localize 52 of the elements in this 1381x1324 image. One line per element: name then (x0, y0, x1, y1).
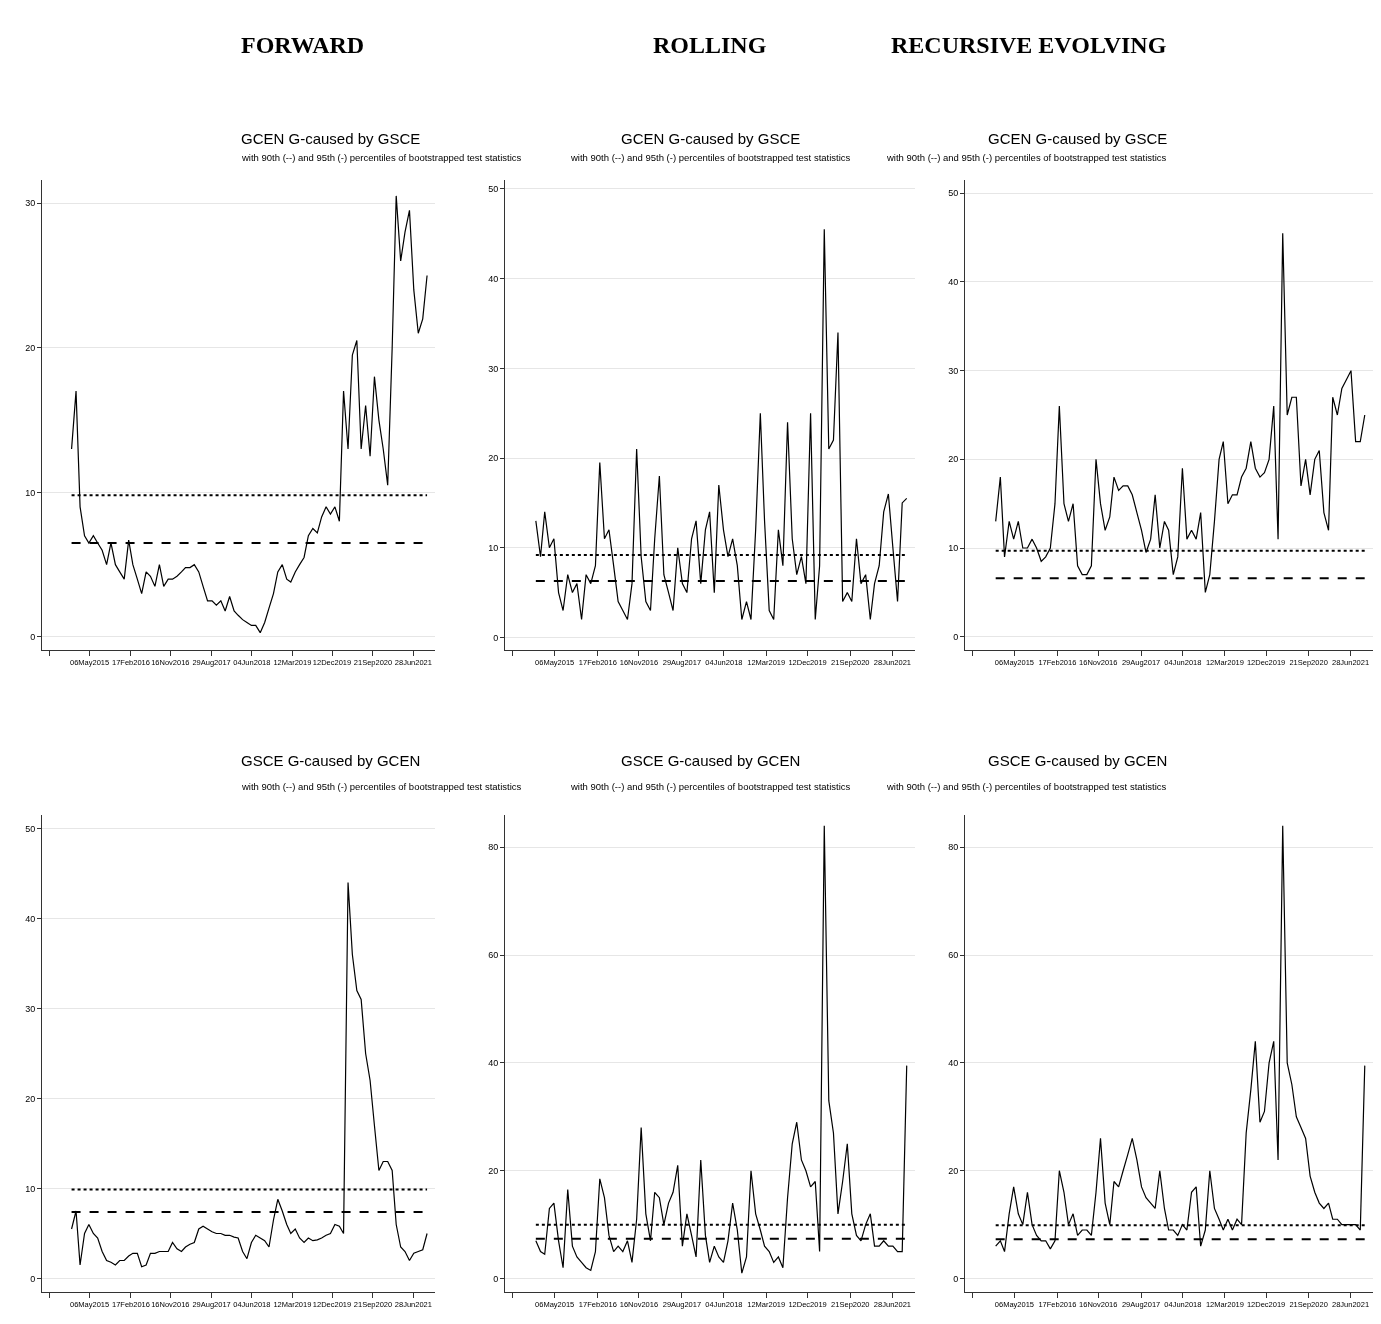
y-tick-label: 30 (25, 198, 36, 209)
y-tick-label: 40 (25, 913, 36, 924)
chart-title: GSCE G-caused by GCEN (988, 752, 1168, 769)
line-series (70, 881, 428, 1268)
y-tick-label: 0 (30, 1273, 36, 1284)
y-tick-label: 40 (948, 1058, 959, 1069)
line-series (535, 228, 908, 621)
y-tick-label: 50 (948, 188, 959, 199)
chart-subtitle: with 90th (--) and 95th (-) percentiles of bootstrapped test statistics (886, 152, 1167, 163)
y-tick-label: 30 (25, 1003, 36, 1014)
text: RECURSIVE EVOLVING (891, 32, 1167, 58)
y-tick-label: 10 (25, 487, 36, 498)
chart-title: GCEN G-caused by GSCE (988, 130, 1168, 147)
text: FORWARD (241, 32, 365, 58)
line-series (995, 825, 1366, 1253)
y-tick-label: 10 (948, 543, 959, 554)
y-tick-label: 80 (948, 842, 959, 853)
line-series (995, 232, 1366, 593)
y-tick-label: 20 (488, 1165, 499, 1176)
y-tick-label: 0 (493, 1273, 499, 1284)
text: ROLLING (653, 32, 767, 58)
chart-title: GSCE G-caused by GCEN (621, 752, 801, 769)
y-tick-label: 60 (948, 950, 959, 961)
y-tick-label: 20 (948, 454, 959, 465)
y-tick-label: 30 (488, 363, 499, 374)
chart-subtitle: with 90th (--) and 95th (-) percentiles of bootstrapped test statistics (241, 781, 522, 792)
y-tick-label: 40 (948, 277, 959, 288)
chart-title: GCEN G-caused by GSCE (621, 130, 801, 147)
y-tick-label: 40 (488, 273, 499, 284)
y-tick-label: 80 (488, 842, 499, 853)
y-tick-label: 0 (493, 632, 499, 643)
chart-subtitle: with 90th (--) and 95th (-) percentiles of bootstrapped test statistics (241, 152, 522, 163)
chart-subtitle: with 90th (--) and 95th (-) percentiles of bootstrapped test statistics (570, 152, 851, 163)
y-tick-label: 20 (488, 453, 499, 464)
y-tick-label: 0 (953, 631, 959, 642)
y-tick-label: 0 (953, 1273, 959, 1284)
y-tick-label: 10 (25, 1183, 36, 1194)
y-tick-label: 30 (948, 365, 959, 376)
y-tick-label: 50 (488, 184, 499, 195)
chart-subtitle: with 90th (--) and 95th (-) percentiles of bootstrapped test statistics (570, 781, 851, 792)
y-tick-label: 20 (948, 1165, 959, 1176)
y-tick-label: 40 (488, 1058, 499, 1069)
chart-title: GCEN G-caused by GSCE (241, 130, 421, 147)
chart-subtitle: with 90th (--) and 95th (-) percentiles of bootstrapped test statistics (886, 781, 1167, 792)
y-tick-label: 20 (25, 342, 36, 353)
y-tick-label: 50 (25, 823, 36, 834)
y-tick-label: 60 (488, 950, 499, 961)
chart-title: GSCE G-caused by GCEN (241, 752, 421, 769)
y-tick-label: 10 (488, 542, 499, 553)
y-tick-label: 20 (25, 1093, 36, 1104)
y-tick-label: 0 (30, 632, 36, 643)
line-series (70, 195, 428, 634)
